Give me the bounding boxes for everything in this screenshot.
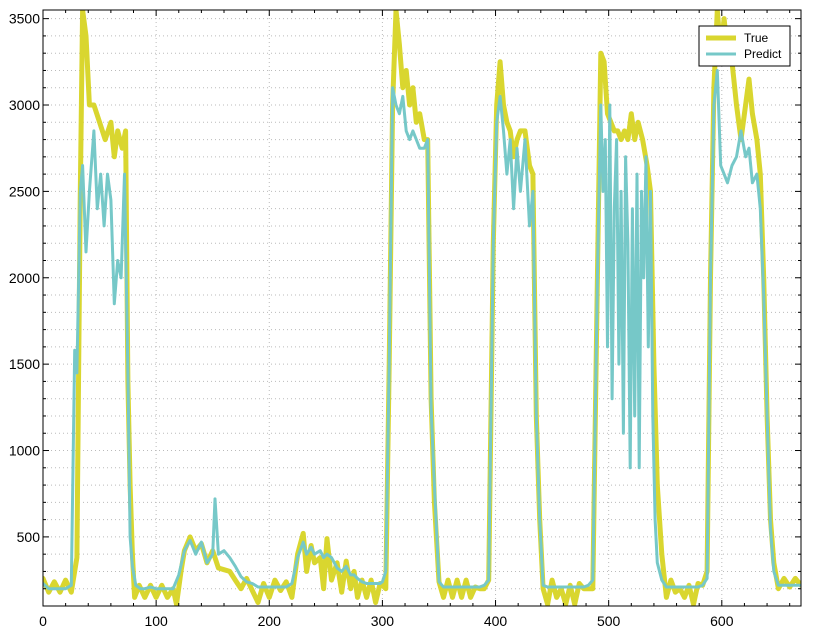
- y-tick-label: 2000: [9, 270, 40, 286]
- legend: True Predict: [698, 25, 791, 67]
- y-tick-label: 2500: [9, 183, 40, 199]
- legend-label-true: True: [744, 31, 769, 45]
- series-line-true: [43, 10, 801, 606]
- x-tick-label: 400: [484, 613, 508, 629]
- x-tick-label: 500: [597, 613, 621, 629]
- plot-frame: [42, 9, 802, 607]
- y-tick-label: 3500: [9, 11, 40, 27]
- ticks: [42, 10, 801, 606]
- y-tick-label: 3000: [9, 97, 40, 113]
- x-tick-label: 300: [371, 613, 395, 629]
- y-tick-label: 1500: [9, 356, 40, 372]
- x-tick-label: 600: [710, 613, 734, 629]
- x-tick-label: 200: [258, 613, 282, 629]
- y-tick-label: 500: [17, 529, 41, 545]
- x-tick-label: 0: [39, 613, 47, 629]
- tick-labels: 0 100 200 300 400 500 600 500 1000 1500 2000 2500 30…: [9, 11, 734, 629]
- grid: [43, 10, 801, 606]
- y-tick-label: 1000: [9, 443, 40, 459]
- x-tick-label: 100: [144, 613, 168, 629]
- legend-label-predict: Predict: [744, 47, 782, 61]
- series-line-predict: [43, 69, 801, 591]
- legend-box: [698, 25, 791, 67]
- series-layer: [43, 10, 801, 606]
